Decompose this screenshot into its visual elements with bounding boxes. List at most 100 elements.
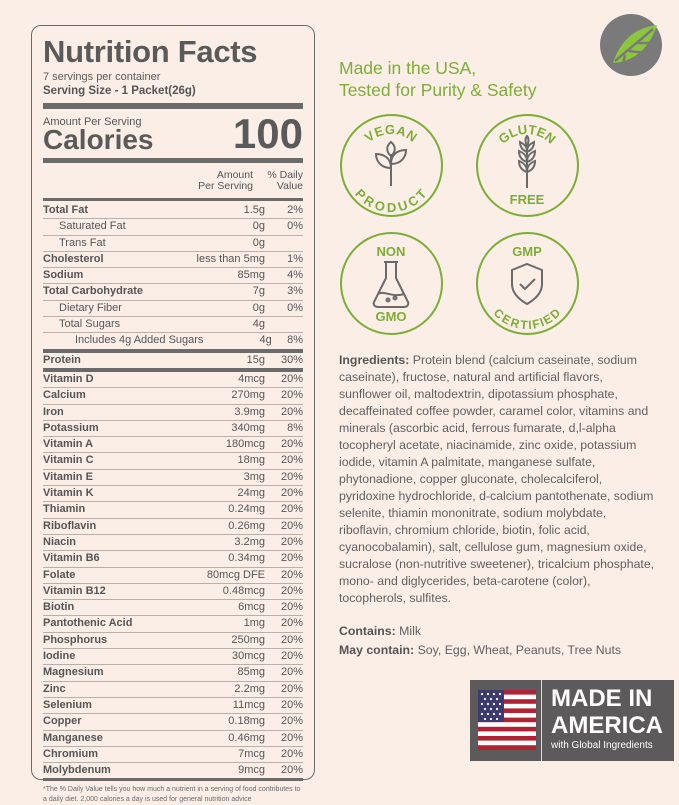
nutrient-amount: 3.9mg	[234, 405, 265, 418]
nutrient-daily-value: 20%	[280, 731, 303, 744]
nutrient-daily-value: 20%	[280, 698, 303, 711]
nutrient-row: Includes 4g Added Sugars 4g 8%	[43, 333, 303, 353]
nutrient-daily-value: 20%	[280, 633, 303, 646]
made-in-usa-heading: Made in the USA, Tested for Purity & Saf…	[339, 57, 536, 101]
nutrient-amount: 3.2mg	[234, 535, 265, 548]
nutrient-row: Vitamin C 18mg 20%	[43, 453, 303, 470]
nutrient-name: Manganese	[43, 731, 103, 744]
daily-value-column-header: % Daily Value	[263, 170, 303, 192]
nutrient-amount: 6mcg	[238, 601, 265, 614]
nutrient-name: Vitamin B6	[43, 552, 100, 565]
global-ingredients-text: with Global Ingredients	[551, 740, 653, 751]
nutrient-name: Vitamin A	[43, 438, 94, 451]
nutrient-row: Folate 80mcg DFE 20%	[43, 568, 303, 584]
svg-text:GLUTEN: GLUTEN	[495, 122, 558, 147]
nutrient-row: Zinc 2.2mg 20%	[43, 682, 303, 698]
amount-header-line2: Per Serving	[198, 180, 253, 192]
nutrient-row: Iron 3.9mg 20%	[43, 405, 303, 421]
nutrient-amount: 3mg	[243, 470, 265, 483]
amount-per-serving: Amount Per Serving	[43, 116, 142, 128]
vegan-badge-bottom-text: PRODUCT	[352, 186, 429, 214]
nutrient-amount: 4g	[259, 334, 272, 347]
nutrient-amount: 180mcg	[225, 438, 265, 451]
nutrient-amount: less than 5mg	[196, 252, 265, 265]
nutrient-daily-value: 3%	[287, 285, 303, 298]
nutrient-row: Thiamin 0.24mg 20%	[43, 502, 303, 519]
nutrient-row: Total Sugars 4g	[43, 317, 303, 334]
nutrient-name: Sodium	[43, 269, 84, 282]
nutrient-daily-value: 20%	[280, 584, 303, 597]
nutrient-daily-value: 8%	[287, 421, 303, 434]
nutrient-amount: 4mcg	[238, 372, 265, 385]
badge-divider	[541, 680, 542, 761]
nutrient-name: Thiamin	[43, 503, 86, 516]
nutrient-amount: 2.2mg	[234, 682, 265, 695]
vegan-badge-top-text: VEGAN	[362, 122, 420, 145]
nutrient-row: Riboflavin 0.26mg 20%	[43, 519, 303, 535]
nutrient-amount: 11mcg	[232, 698, 265, 711]
nutrient-amount: 7g	[252, 285, 265, 298]
nutrient-name: Niacin	[43, 535, 77, 548]
nutrient-name: Iron	[43, 405, 64, 418]
nutrient-daily-value: 30%	[280, 353, 303, 366]
dv-header-line1: % Daily	[267, 169, 303, 181]
non-gmo-badge: NON GMO	[340, 232, 443, 335]
amount-column-header: Amount Per Serving	[191, 170, 253, 192]
nutrient-daily-value: 20%	[280, 552, 303, 565]
calories-label: Calories	[43, 124, 154, 155]
nutrient-name: Saturated Fat	[59, 220, 126, 233]
nutrient-amount: 30mcg	[231, 650, 265, 663]
nutrient-row: Dietary Fiber 0g 0%	[43, 301, 303, 318]
nutrient-amount: 4g	[252, 318, 265, 331]
gmp-badge-top-text: GMP	[512, 244, 542, 259]
nutrient-row: Vitamin K 24mg 20%	[43, 486, 303, 503]
nutrient-daily-value: 20%	[280, 438, 303, 451]
plant-icon	[374, 140, 408, 186]
made-in-america-badge: MADE IN AMERICA with Global Ingredients	[470, 680, 674, 761]
nutrient-amount: 0g	[252, 301, 265, 314]
nutrient-name: Total Sugars	[59, 318, 121, 331]
nutrient-daily-value: 20%	[280, 650, 303, 663]
nutrient-daily-value: 20%	[280, 601, 303, 614]
nutrient-name: Dietary Fiber	[59, 301, 122, 314]
dv-header-line2: Value	[276, 180, 303, 192]
nutrient-daily-value: 20%	[280, 519, 303, 532]
nutrient-row: Cholesterol less than 5mg 1%	[43, 252, 303, 269]
usa-flag-icon	[478, 690, 536, 750]
may-contain-value: Soy, Egg, Wheat, Peanuts, Tree Nuts	[414, 643, 622, 657]
may-contain-statement: May contain: Soy, Egg, Wheat, Peanuts, T…	[339, 643, 621, 657]
nutrient-amount: 0.48mcg	[222, 584, 265, 597]
nutrient-daily-value: 20%	[280, 747, 303, 760]
tested-purity-line2: Tested for Purity & Safety	[339, 80, 537, 100]
serving-size: Serving Size - 1 Packet(26g)	[43, 85, 303, 109]
wheat-icon	[517, 134, 537, 188]
nutrient-row: Manganese 0.46mg 20%	[43, 731, 303, 747]
nutrient-daily-value: 20%	[280, 503, 303, 516]
nutrient-table: Total Fat 1.5g 2% Saturated Fat 0g 0% Trans Fa…	[43, 203, 303, 782]
nutrient-daily-value: 20%	[280, 470, 303, 483]
nutrient-name: Magnesium	[43, 666, 104, 679]
gluten-free-badge: GLUTEN FREE	[476, 114, 579, 217]
nutrient-row: Protein 15g 30%	[43, 353, 303, 372]
nutrient-daily-value: 20%	[280, 389, 303, 402]
nutrient-name: Chromium	[43, 747, 98, 760]
nutrient-name: Zinc	[43, 682, 66, 695]
ingredients-text: Ingredients: Protein blend (calcium case…	[339, 352, 657, 607]
gluten-badge-top-text: GLUTEN	[495, 122, 558, 147]
nutrient-amount: 15g	[246, 353, 265, 366]
nutrient-amount: 0g	[252, 220, 265, 233]
servings-per-container: 7 servings per container	[43, 71, 161, 83]
nutrient-name: Phosphorus	[43, 633, 108, 646]
nutrient-daily-value: 0%	[287, 301, 303, 314]
contains-value: Milk	[395, 624, 421, 638]
nutrient-name: Vitamin E	[43, 470, 93, 483]
nutrient-row: Niacin 3.2mg 20%	[43, 535, 303, 552]
nutrient-amount: 7mcg	[238, 747, 265, 760]
nutrient-amount: 0.18mg	[228, 715, 265, 728]
nutrient-row: Selenium 11mcg 20%	[43, 698, 303, 715]
non-gmo-badge-top-text: NON	[377, 244, 406, 259]
nutrient-daily-value: 20%	[280, 617, 303, 630]
calories-row: Calories 100	[43, 112, 303, 163]
nutrient-row: Vitamin B12 0.48mcg 20%	[43, 584, 303, 601]
nutrient-amount: 0g	[252, 236, 265, 249]
